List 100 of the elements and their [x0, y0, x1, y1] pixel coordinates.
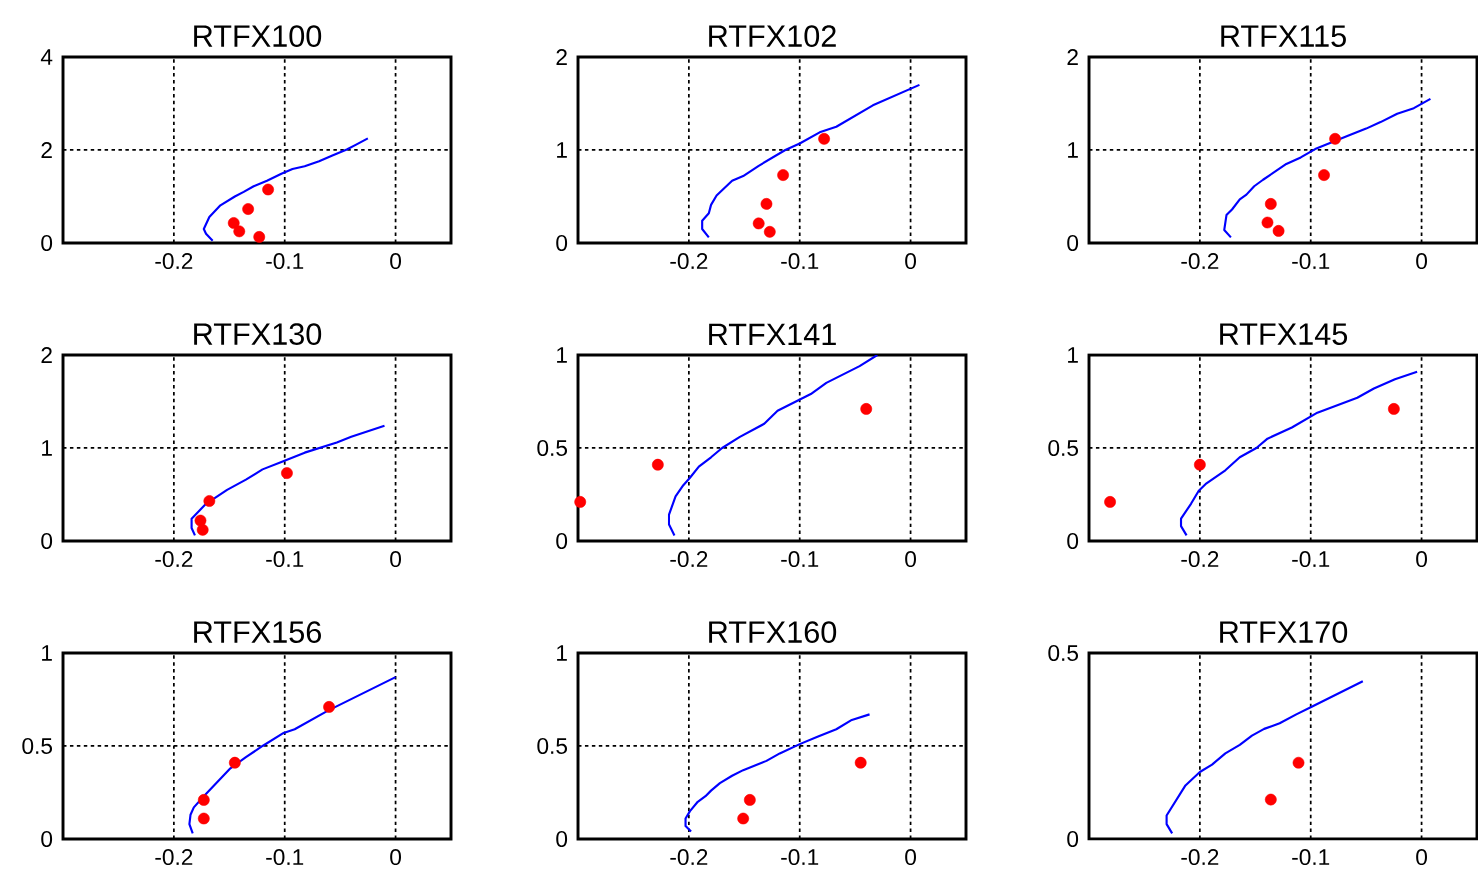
y-tick-label: 0 — [41, 830, 53, 848]
y-tick-label: 0 — [41, 532, 53, 550]
chart-title: RTFX100 — [194, 25, 322, 47]
line-series — [188, 676, 397, 835]
y-tick-label: 1 — [1068, 347, 1078, 363]
x-tick-label: -0.2 — [670, 849, 708, 866]
chart-title: RTFX130 — [194, 323, 322, 345]
point — [196, 523, 209, 536]
point — [1261, 216, 1274, 229]
line-series — [701, 83, 921, 239]
line-series — [202, 137, 369, 242]
point — [818, 132, 830, 145]
x-tick-label: -0.1 — [266, 551, 304, 568]
x-tick-label: -0.1 — [781, 253, 819, 270]
point — [743, 794, 756, 806]
x-tick-label: -0.2 — [155, 849, 193, 866]
point — [323, 701, 335, 713]
x-tick-label: -0.2 — [155, 551, 193, 568]
x-tick-label: -0.1 — [1292, 253, 1330, 270]
y-tick-label: 1 — [557, 347, 567, 363]
point — [860, 403, 873, 415]
point — [1193, 458, 1206, 471]
point — [574, 496, 587, 508]
x-tick-label: -0.2 — [1181, 253, 1219, 270]
y-tick-label: 0.5 — [537, 439, 568, 457]
point — [281, 467, 293, 479]
y-tick-label: 0 — [1067, 830, 1079, 848]
point — [752, 217, 765, 230]
x-tick-label: -0.1 — [1292, 551, 1330, 568]
y-tick-label: 0 — [41, 234, 53, 252]
point — [1329, 132, 1341, 145]
point — [253, 231, 266, 243]
point — [227, 217, 240, 229]
point — [197, 812, 210, 825]
point — [233, 225, 246, 238]
y-tick-label: 0 — [1067, 234, 1079, 252]
y-tick-label: 2 — [1067, 49, 1078, 65]
point — [1104, 496, 1116, 508]
x-tick-label: 0 — [905, 551, 916, 568]
chart-title: RTFX145 — [1220, 323, 1348, 345]
chart-title: RTFX115 — [1221, 25, 1346, 47]
y-tick-label: 0.5 — [537, 737, 568, 755]
point — [737, 812, 750, 825]
x-tick-label: 0 — [390, 253, 402, 270]
x-tick-label: 0 — [905, 849, 916, 866]
line-series — [667, 354, 879, 537]
line-series — [684, 713, 871, 833]
point — [760, 198, 773, 210]
y-tick-label: 1 — [557, 645, 567, 661]
point — [197, 794, 210, 806]
y-tick-label: 0.5 — [22, 737, 53, 755]
point — [194, 514, 207, 527]
y-tick-label: 2 — [41, 142, 52, 158]
x-tick-label: -0.2 — [155, 253, 193, 270]
point — [763, 225, 776, 238]
line-series — [190, 424, 386, 537]
point — [228, 756, 241, 769]
point — [1272, 225, 1285, 237]
chart-title: RTFX102 — [709, 25, 836, 47]
x-tick-label: 0 — [390, 849, 401, 866]
y-tick-label: 1 — [1068, 142, 1078, 158]
x-tick-label: -0.1 — [266, 253, 304, 270]
y-tick-label: 0 — [556, 234, 568, 252]
y-tick-label: 1 — [42, 645, 52, 661]
y-tick-label: 0.5 — [1048, 644, 1078, 662]
y-tick-label: 4 — [40, 49, 53, 65]
y-tick-label: 0 — [556, 830, 568, 848]
y-tick-label: 1 — [42, 440, 52, 456]
x-tick-label: -0.1 — [266, 849, 304, 866]
point — [854, 756, 867, 769]
y-tick-label: 0.5 — [1048, 439, 1078, 457]
x-tick-label: 0 — [390, 551, 402, 568]
x-tick-label: -0.1 — [1292, 849, 1330, 866]
y-tick-label: 0 — [1067, 532, 1079, 550]
x-tick-label: 0 — [905, 253, 916, 270]
line-series — [1179, 370, 1419, 537]
chart-title: RTFX170 — [1220, 621, 1348, 643]
y-tick-label: 1 — [557, 142, 567, 158]
x-tick-label: 0 — [1416, 551, 1427, 568]
x-tick-label: 0 — [1416, 253, 1427, 270]
point — [651, 458, 664, 471]
point — [262, 183, 274, 196]
chart-title: RTFX141 — [709, 323, 836, 345]
point — [242, 203, 255, 215]
x-tick-label: -0.2 — [670, 253, 708, 270]
x-tick-label: -0.2 — [1181, 551, 1219, 568]
x-tick-label: -0.2 — [1181, 849, 1219, 866]
line-series — [1223, 97, 1432, 239]
x-tick-label: 0 — [1416, 849, 1427, 866]
y-tick-label: 0 — [556, 532, 568, 550]
y-tick-label: 2 — [556, 49, 567, 65]
point — [1387, 403, 1400, 415]
x-tick-label: -0.2 — [670, 551, 708, 568]
point — [777, 169, 789, 181]
point — [1264, 198, 1277, 210]
chart-title: RTFX160 — [709, 621, 837, 643]
point — [1318, 169, 1330, 181]
x-tick-label: -0.1 — [781, 849, 819, 866]
line-series — [1165, 680, 1364, 835]
x-tick-label: -0.1 — [781, 551, 819, 568]
